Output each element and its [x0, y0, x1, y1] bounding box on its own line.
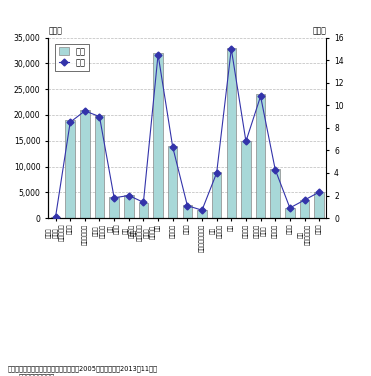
Text: （件）: （件）: [48, 27, 62, 36]
Bar: [212, 172, 221, 218]
Bar: [109, 197, 119, 218]
Bar: [183, 205, 192, 218]
Bar: [197, 210, 207, 218]
Legend: 件数, 割合: 件数, 割合: [55, 44, 89, 71]
Bar: [51, 217, 60, 218]
Bar: [139, 203, 148, 218]
Bar: [270, 169, 280, 218]
Bar: [256, 94, 265, 218]
Text: 日までにつき集計。: 日までにつき集計。: [19, 373, 55, 376]
Bar: [95, 115, 104, 218]
Bar: [300, 200, 309, 218]
Bar: [285, 208, 295, 218]
Bar: [80, 110, 90, 218]
Bar: [168, 146, 177, 218]
Bar: [153, 53, 163, 218]
Text: （％）: （％）: [313, 27, 326, 36]
Text: 資料：大阪商工会議所より提供。なお、2005年４月１日～2013年11月８: 資料：大阪商工会議所より提供。なお、2005年４月１日～2013年11月８: [7, 365, 157, 372]
Bar: [65, 120, 75, 218]
Bar: [314, 192, 324, 218]
Bar: [241, 141, 251, 218]
Bar: [227, 48, 236, 218]
Bar: [124, 195, 134, 218]
